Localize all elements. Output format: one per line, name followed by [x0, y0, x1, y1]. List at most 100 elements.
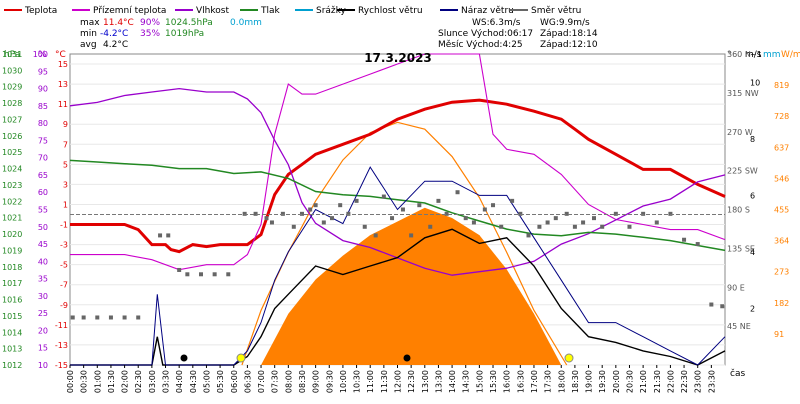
time-tick-label: 04:30 — [189, 370, 198, 393]
axis-tick-label: 1029 — [2, 83, 22, 92]
time-tick-label: 13:30 — [434, 370, 443, 393]
axis-tick-label: -3 — [60, 241, 68, 250]
axis-tick-label: 1027 — [2, 115, 22, 124]
axis-tick-label: 546 — [774, 174, 789, 183]
time-tick-label: 12:00 — [394, 370, 403, 393]
axis-tick-label: 225 SW — [727, 167, 758, 176]
wind-dir-point — [166, 233, 171, 238]
wind-dir-point — [695, 242, 700, 247]
axis-tick-label: 1015 — [2, 312, 22, 321]
wind-dir-point — [720, 304, 725, 309]
axis-tick-label: 182 — [774, 299, 789, 308]
wind-dir-point — [269, 220, 274, 225]
time-tick-label: 02:30 — [134, 370, 143, 393]
wind-dir-point — [70, 315, 75, 320]
time-tick-label: 08:00 — [284, 370, 293, 393]
time-tick-label: 01:00 — [93, 370, 102, 393]
axis-tick-label: 15 — [38, 344, 48, 353]
chart-date-title: 17.3.2023 — [364, 51, 432, 65]
axis-tick-label: 1 — [63, 200, 68, 209]
time-tick-label: 06:00 — [230, 370, 239, 393]
wind-dir-point — [482, 207, 487, 212]
wind-dir-point — [682, 237, 687, 242]
wind-dir-point — [226, 272, 231, 277]
time-tick-label: 10:30 — [353, 370, 362, 393]
time-tick-label: 22:30 — [680, 370, 689, 393]
wind-dir-point — [242, 211, 247, 216]
stat-max-hum: 90% — [140, 18, 160, 28]
wind-dir-point — [390, 216, 395, 221]
wind-dir-point — [177, 267, 182, 272]
wind-dir-point — [510, 198, 515, 203]
wind-dir-point — [455, 190, 460, 195]
stat-moon: Měsíc Východ:4:25 — [438, 40, 523, 50]
wind-dir-point — [280, 211, 285, 216]
unit-wm2: W/m² — [781, 50, 800, 60]
axis-tick-label: -11 — [55, 321, 68, 330]
series-line — [69, 159, 726, 252]
time-tick-label: 16:30 — [516, 370, 525, 393]
axis-tick-label: 364 — [774, 237, 789, 246]
axis-tick-label: 180 S — [727, 206, 750, 215]
axis-humidity: 100 95 90 85 80 75 70 65 60 55 50 45 40 35 30 25 20 15 10 — [33, 50, 48, 370]
axis-tick-label: 273 — [774, 268, 789, 277]
wind-dir-point — [444, 211, 449, 216]
axis-tick-label: 6 — [750, 191, 755, 200]
wind-dir-point — [581, 220, 586, 225]
wind-dir-point — [436, 198, 441, 203]
x-axis-label: čas — [730, 368, 745, 379]
axis-tick-label: -9 — [60, 301, 68, 310]
axis-wind-speed: ~1 10 8 6 4 2 — [750, 50, 762, 313]
wind-dir-point — [330, 216, 334, 221]
legend-label: Přízemní teplota — [93, 6, 166, 16]
time-tick-label: 11:00 — [366, 370, 375, 393]
wind-dir-point — [308, 207, 313, 212]
time-tick-label: 14:30 — [462, 370, 471, 393]
time-tick-label: 12:30 — [407, 370, 416, 393]
axis-tick-label: 90 — [38, 85, 48, 94]
wind-dir-point — [354, 198, 359, 203]
axis-tick-label: 1019 — [2, 246, 22, 255]
wind-dir-point — [592, 216, 596, 221]
wind-dir-point — [537, 224, 542, 229]
wind-dir-point — [613, 211, 618, 216]
stat-min-temp: -4.2°C — [100, 29, 128, 39]
wind-dir-point — [499, 224, 504, 229]
moonrise-icon — [180, 354, 188, 362]
axis-tick-label: 10 — [750, 78, 760, 87]
stats-block: max 11.4°C 90% 1024.5hPa 0.0mm min -4.2°… — [80, 18, 598, 50]
time-tick-label: 18:30 — [571, 370, 580, 393]
axis-temperature: 15 13 11 9 7 5 3 1 -1 -3 -5 -7 -9 -11 -13 -15 — [55, 60, 68, 370]
wind-dir-point — [199, 272, 203, 277]
wind-dir-point — [553, 216, 558, 221]
axis-tick-label: 85 — [38, 102, 48, 111]
legend-label: Náraz větru — [461, 6, 514, 16]
time-tick-label: 16:00 — [503, 370, 512, 393]
axis-tick-label: 3 — [63, 180, 68, 189]
time-tick-label: 00:00 — [66, 370, 75, 393]
axis-tick-label: 1013 — [2, 345, 22, 354]
unit-mm: mm — [763, 50, 781, 60]
series-line — [70, 98, 726, 254]
axis-tick-label: 1031 — [2, 50, 22, 59]
time-tick-label: 07:00 — [257, 370, 266, 393]
time-tick-label: 07:30 — [271, 370, 280, 393]
sunrise-icon — [236, 353, 246, 363]
axis-tick-label: 15 — [58, 60, 68, 69]
axis-time: 00:00 00:30 01:00 01:30 02:00 02:30 03:00 03:30… — [66, 365, 716, 393]
wind-dir-point — [136, 315, 141, 320]
wind-dir-point — [709, 302, 714, 307]
wind-dir-point — [373, 233, 378, 238]
stat-avg-label: avg — [80, 40, 97, 50]
axis-tick-label: 4 — [750, 248, 755, 257]
series-line — [70, 53, 726, 271]
axis-tick-label: 8 — [750, 135, 755, 144]
sun-moon-markers — [180, 353, 574, 363]
wind-dir-point — [526, 233, 531, 238]
wind-dir-point — [381, 194, 386, 199]
axis-tick-label: 95 — [38, 67, 48, 76]
wind-dir-point — [654, 220, 659, 225]
stat-ws: WS:6.3m/s — [472, 18, 521, 28]
stat-sun: Slunce Východ:06:17 — [438, 29, 533, 39]
axis-tick-label: 10 — [38, 361, 48, 370]
